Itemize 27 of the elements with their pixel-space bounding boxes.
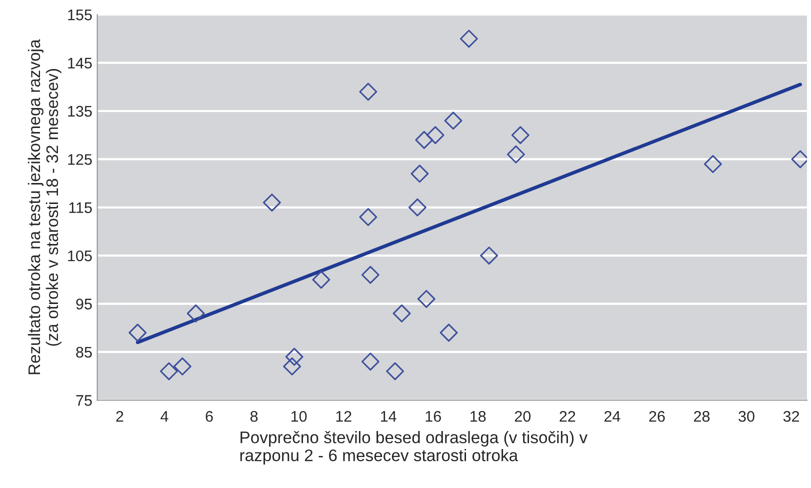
x-tick-label: 24 (604, 410, 620, 422)
x-tick-label: 14 (381, 411, 396, 422)
x-tick-label: 4 (160, 411, 168, 422)
x-tick-label: 20 (514, 410, 531, 422)
x-tick-label: 26 (649, 410, 665, 422)
y-tick-label: 105 (68, 250, 92, 262)
x-tick-label: 6 (206, 410, 213, 422)
x-tick-label: 30 (738, 410, 754, 422)
x-tick-label: 12 (336, 410, 352, 422)
y-axis-title: Rezultato otroka na testu jezikovnega razvoja (za otroke v starosti 18 - 32 mesecev) (28, 39, 62, 374)
y-tick-label: 135 (68, 106, 92, 117)
x-tick-label: 28 (694, 410, 710, 422)
y-tick-label: 85 (76, 346, 92, 358)
y-tick-label: 155 (68, 10, 92, 20)
x-axis-title: Povprečno število besed odraslega (v tisočih) v razponu 2 - 6 mesecev starosti otroka (240, 431, 588, 465)
y-tick-label: 125 (68, 154, 92, 165)
x-tick-label: 22 (560, 410, 576, 422)
x-tick-label: 16 (426, 410, 441, 422)
y-tick-label: 145 (68, 58, 92, 69)
x-tick-label: 18 (470, 410, 486, 422)
x-tick-label: 32 (783, 410, 800, 422)
y-tick-label: 115 (69, 202, 92, 214)
y-tick-label: 95 (76, 298, 92, 310)
x-tick-label: 8 (250, 410, 258, 422)
x-tick-label: 2 (116, 410, 124, 422)
x-tick-label: 10 (291, 410, 307, 422)
y-tick-label: 75 (76, 395, 92, 406)
